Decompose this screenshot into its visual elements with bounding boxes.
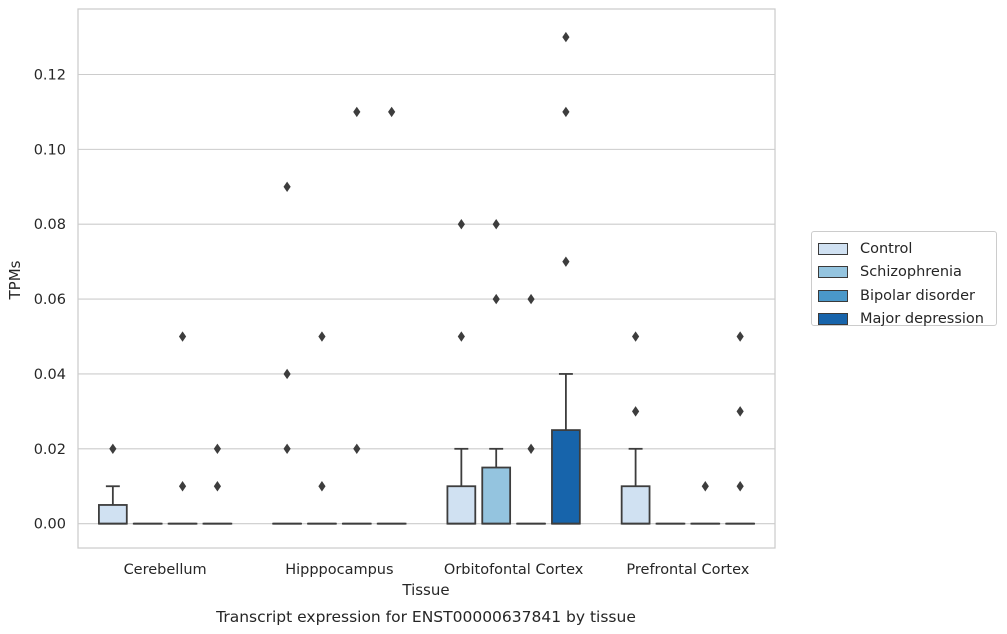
outlier-point	[736, 481, 744, 492]
box-major-depression	[551, 373, 581, 525]
outlier-point	[388, 106, 396, 118]
legend-swatch	[818, 289, 848, 302]
legend: Control Schizophrenia Bipolar disorder Majo…	[811, 231, 997, 327]
outlier-point	[318, 481, 326, 492]
box-body	[446, 485, 477, 525]
outlier-point	[492, 293, 500, 305]
outlier-point	[562, 31, 570, 43]
outlier-point	[632, 331, 640, 342]
outlier-point	[736, 406, 744, 417]
y-tick-label: 0.10	[34, 142, 66, 158]
outlier-point	[318, 331, 326, 342]
outlier-point	[527, 443, 535, 455]
box-body	[551, 429, 581, 525]
outlier-point	[283, 181, 291, 192]
legend-item: Schizophrenia	[818, 261, 996, 285]
box-schizophrenia	[481, 447, 512, 525]
y-tick-label: 0.02	[34, 442, 66, 458]
x-axis-label: Tissue	[401, 581, 449, 599]
y-tick-label: 0.00	[34, 517, 66, 533]
outlier-point	[283, 443, 291, 455]
outlier-point	[492, 219, 500, 230]
x-tick-labels: Cerebellum Hipppocampus Orbitofontal Corte…	[124, 562, 750, 578]
outlier-point	[109, 443, 117, 455]
box-control	[620, 447, 651, 525]
outlier-point	[562, 106, 570, 118]
y-tick-label: 0.04	[34, 367, 66, 383]
box-control	[98, 485, 128, 525]
outlier-point	[701, 481, 709, 492]
legend-swatch	[818, 242, 848, 255]
outlier-point	[527, 293, 535, 305]
outlier-point	[283, 368, 291, 380]
legend-label: Control	[860, 240, 913, 257]
y-tick-label: 0.06	[34, 292, 66, 308]
outlier-point	[213, 481, 221, 492]
outlier-point	[353, 443, 361, 455]
legend-item: Control	[818, 237, 996, 261]
grid	[78, 73, 775, 525]
outliers	[109, 31, 744, 492]
outlier-point	[178, 481, 187, 492]
outlier-point	[213, 443, 221, 455]
legend-item: Bipolar disorder	[818, 284, 996, 308]
outlier-point	[178, 331, 187, 342]
plot-area-frame	[77, 8, 776, 549]
y-tick-label: 0.08	[34, 217, 66, 233]
box-body	[620, 485, 651, 525]
box-body	[481, 466, 512, 525]
legend-label: Bipolar disorder	[860, 287, 975, 304]
x-tick-label: Prefrontal Cortex	[626, 562, 749, 578]
outlier-point	[353, 106, 361, 118]
box-plots	[98, 373, 755, 525]
y-tick-labels: 0.00 0.02 0.04 0.06 0.08 0.10 0.12	[34, 68, 66, 533]
outlier-point	[457, 331, 465, 342]
legend-item: Major depression	[818, 308, 996, 332]
x-tick-label: Cerebellum	[124, 562, 207, 578]
legend-swatch	[818, 266, 848, 279]
outlier-point	[457, 219, 465, 230]
outlier-point	[736, 331, 744, 342]
legend-swatch	[818, 313, 848, 326]
chart-title: Transcript expression for ENST0000063784…	[215, 608, 636, 626]
outlier-point	[562, 256, 570, 267]
outlier-point	[632, 406, 640, 417]
y-tick-label: 0.12	[34, 68, 66, 84]
legend-label: Schizophrenia	[860, 264, 962, 281]
box-body	[98, 504, 128, 525]
box-control	[446, 447, 477, 525]
legend-label: Major depression	[860, 311, 984, 328]
x-tick-label: Orbitofontal Cortex	[444, 562, 584, 578]
x-tick-label: Hipppocampus	[285, 562, 393, 578]
y-axis-label: TPMs	[6, 260, 24, 300]
